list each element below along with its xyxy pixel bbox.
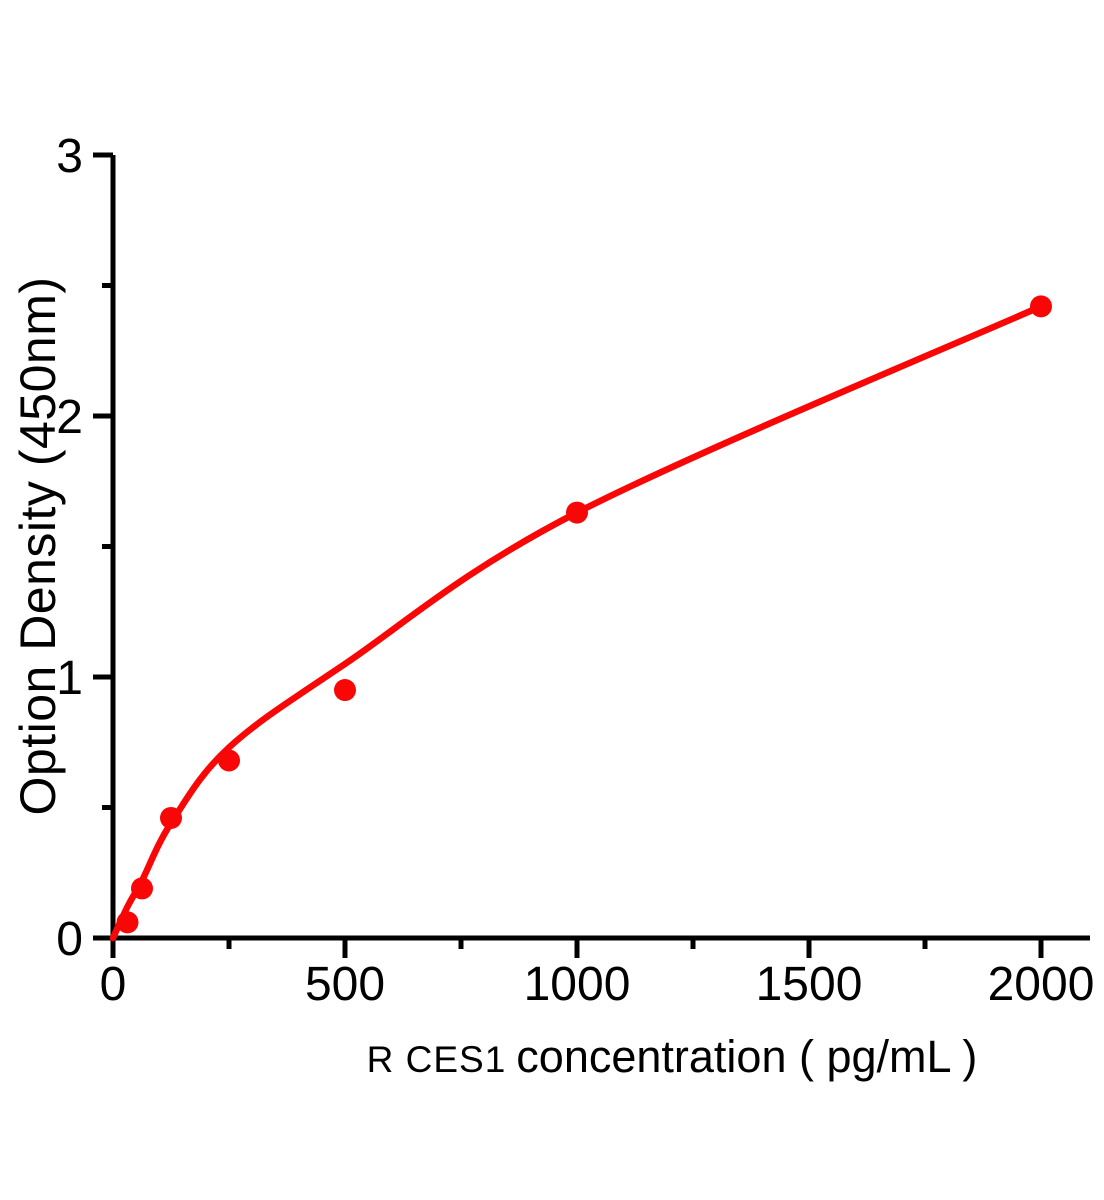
x-tick-label: 1000 xyxy=(524,958,631,1011)
data-point xyxy=(334,679,356,702)
y-tick-label: 0 xyxy=(56,913,83,966)
y-tick-label: 2 xyxy=(56,391,83,444)
data-point xyxy=(160,806,182,829)
x-axis-title-prefix: R CES1 xyxy=(366,1039,507,1080)
y-tick-label: 1 xyxy=(56,652,83,705)
data-point xyxy=(131,877,153,900)
data-point xyxy=(566,501,588,524)
x-axis-title: R CES1 concentration ( pg/mL ) xyxy=(367,1031,978,1083)
data-point xyxy=(1030,295,1052,318)
x-tick-label: 1500 xyxy=(756,958,863,1011)
x-tick-label: 500 xyxy=(305,958,385,1011)
x-tick-label: 0 xyxy=(100,958,127,1011)
fit-curve xyxy=(109,303,1045,942)
x-axis-title-main: concentration ( pg/mL ) xyxy=(516,1031,978,1082)
data-point xyxy=(218,749,240,772)
x-tick-label: 2000 xyxy=(988,958,1095,1011)
data-point xyxy=(116,911,139,934)
y-tick-label: 3 xyxy=(56,130,83,183)
y-axis-title: Option Density (450nm) xyxy=(10,276,66,816)
